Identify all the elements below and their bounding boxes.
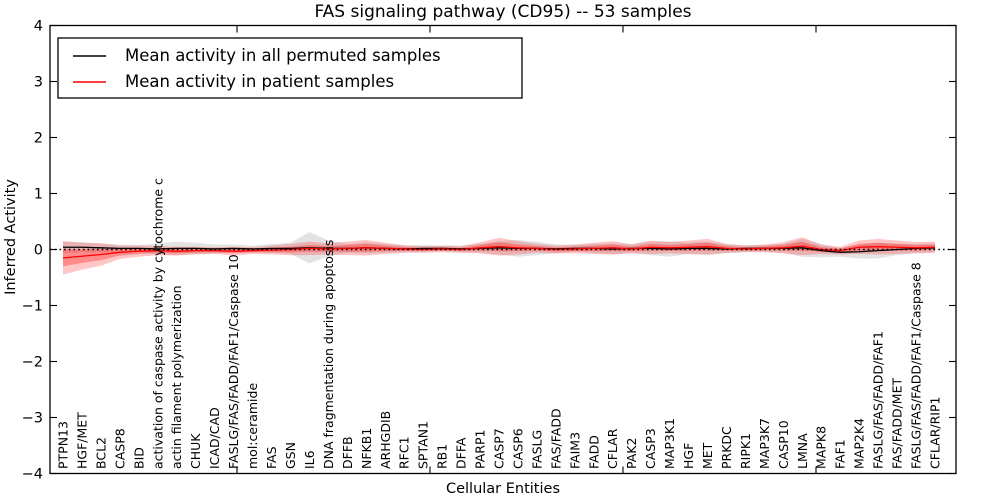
plot-frame [49,24,957,475]
category-label: FASLG/FAS/FADD/FAF1/Caspase 10 [226,254,241,469]
category-label: FASLG [529,430,544,469]
category-label: MAP2K4 [852,418,867,469]
chart-title: FAS signaling pathway (CD95) -- 53 sampl… [314,2,691,22]
y-tick-label: −4 [22,467,43,483]
category-label: ICAD/CAD [207,407,222,469]
y-tick-label: 2 [34,131,43,147]
category-label: HGF/MET [74,412,89,469]
category-label: RFC1 [397,436,412,469]
category-label: HGF [681,443,696,469]
category-label: DNA fragmentation during apoptosis [321,240,336,469]
category-label: PTPN13 [56,421,71,469]
category-label: CHUK [188,433,203,469]
x-axis-label: Cellular Entities [446,481,560,497]
category-label: NFKB1 [359,428,374,469]
category-label: FAF1 [833,439,848,469]
category-label: FAIM3 [567,432,582,469]
y-axis-label: Inferred Activity [3,179,19,295]
y-tick-label: 1 [34,187,43,203]
category-label: PRKDC [719,426,734,469]
y-tick-label: 3 [34,75,43,91]
category-label: CASP7 [491,428,506,469]
patient-std-band-outer [63,237,935,275]
category-label: SPTAN1 [416,421,431,469]
category-label: FASLG/FAS/FADD/FAF1/Caspase 8 [909,262,924,469]
category-label: GSN [283,442,298,469]
category-label: CASP10 [776,420,791,469]
permuted-mean-line [63,246,935,253]
category-label: MAP3K7 [757,418,772,469]
category-label: activation of caspase activity by cytoch… [150,178,165,469]
category-label: MET [700,442,715,469]
legend-label-patient: Mean activity in patient samples [125,72,394,91]
category-label: actin filament polymerization [169,285,184,469]
category-label: IL6 [302,450,317,469]
category-label: RIPK1 [738,433,753,469]
category-label: PARP1 [473,430,488,469]
plot-area: −4 −3 −2 −1 0 1 2 3 4 PTPN13 HGF/MET BCL2 CASP8 BID ac… [22,19,956,483]
category-label: FAS/FADD [548,408,563,469]
category-label: BCL2 [93,437,108,469]
y-tick-label: 4 [34,19,43,35]
category-label: RB1 [435,444,450,469]
category-label: ARHGDIB [378,411,393,469]
category-label: DFFB [340,436,355,469]
y-tick-label: 0 [34,243,43,259]
legend: Mean activity in all permuted samples Me… [57,37,523,99]
category-label: CASP3 [643,428,658,469]
patient-mean-line [62,245,935,259]
category-label: LMNA [795,433,810,469]
y-tick-label: −3 [22,411,43,427]
category-label: CFLAR [605,428,620,469]
category-label: MAPK8 [814,426,829,469]
category-label: PAK2 [624,438,639,469]
y-tick-label: −1 [22,299,43,315]
category-label: FAS [264,446,279,469]
category-label: FADD [586,435,601,469]
category-label: mol:ceramide [245,383,260,469]
category-label: CASP6 [510,428,525,469]
category-label: CFLAR/RIP1 [927,397,942,469]
category-label: FASLG/FAS/FADD/FAF1 [871,331,886,469]
legend-label-permuted: Mean activity in all permuted samples [125,46,441,65]
category-label: FAS/FADD/MET [890,378,905,469]
category-label: DFFA [454,437,469,469]
y-tick-label: −2 [22,355,43,371]
category-label: CASP8 [112,428,127,469]
category-label: BID [131,447,146,469]
legend-box [57,37,523,99]
category-label: MAP3K1 [662,418,677,469]
